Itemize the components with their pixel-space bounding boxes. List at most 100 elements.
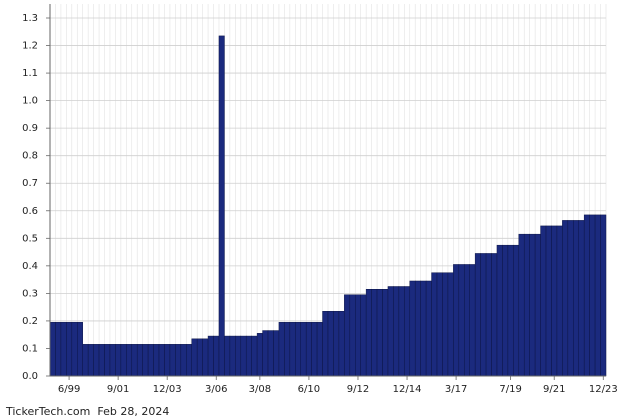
bar <box>262 330 269 377</box>
bar <box>393 286 400 377</box>
bar <box>474 253 481 377</box>
y-tick-label: 0.3 <box>22 288 38 299</box>
y-tick-label: 0.9 <box>22 123 38 134</box>
bar <box>191 338 198 377</box>
x-tick-label: 9/21 <box>543 384 565 395</box>
bar <box>458 264 465 377</box>
bar <box>420 280 427 377</box>
x-tick-label: 12/23 <box>589 384 618 395</box>
bar <box>311 322 318 377</box>
bar <box>540 225 547 377</box>
bar <box>305 322 312 377</box>
bar <box>55 322 62 377</box>
bar <box>344 294 351 377</box>
bar <box>289 322 296 377</box>
x-tick-label: 6/99 <box>58 384 80 395</box>
bar <box>333 311 340 377</box>
bar <box>453 264 460 377</box>
bar <box>229 335 236 377</box>
bar <box>425 280 432 377</box>
bar <box>284 322 291 377</box>
bar <box>414 280 421 377</box>
bar <box>153 344 160 377</box>
bar <box>480 253 487 377</box>
bar <box>49 322 56 377</box>
bar <box>109 344 116 377</box>
bar <box>147 344 154 377</box>
bar <box>267 330 274 377</box>
bar <box>186 344 192 377</box>
bar <box>93 344 100 377</box>
bar <box>207 335 214 377</box>
y-tick-label: 1.0 <box>22 96 38 107</box>
bar <box>82 344 89 377</box>
bar <box>491 253 498 377</box>
y-tick-label: 1.1 <box>22 68 38 79</box>
bar <box>235 335 242 377</box>
bar <box>387 286 394 377</box>
y-tick-label: 0.6 <box>22 206 38 217</box>
bar <box>164 344 171 377</box>
bar <box>349 294 356 377</box>
bar <box>66 322 73 377</box>
bar <box>496 244 503 377</box>
bar <box>589 214 596 377</box>
bar <box>600 214 607 377</box>
bar <box>551 225 558 377</box>
bar <box>464 264 470 377</box>
bar <box>376 289 383 377</box>
x-tick-label: 12/14 <box>393 384 422 395</box>
bar <box>104 344 111 377</box>
bar <box>371 289 378 377</box>
bar <box>442 272 449 377</box>
bar <box>523 233 530 377</box>
y-tick-label: 0.2 <box>22 316 38 327</box>
y-tick-label: 0.1 <box>22 343 38 354</box>
source-note: TickerTech.com Feb 28, 2024 <box>5 405 169 418</box>
bar <box>382 289 389 377</box>
bar <box>224 335 231 377</box>
bar <box>126 344 133 377</box>
bar <box>169 344 176 377</box>
bar <box>567 220 574 377</box>
y-tick-label: 0.5 <box>22 233 38 244</box>
bar <box>594 214 601 377</box>
bar <box>436 272 443 377</box>
x-tick-label: 3/06 <box>205 384 227 395</box>
bar <box>578 220 585 377</box>
bar <box>583 214 590 377</box>
bar <box>360 294 367 377</box>
bar <box>355 294 361 377</box>
bar <box>556 225 563 377</box>
y-tick-label: 0.4 <box>22 261 38 272</box>
bar <box>218 35 225 377</box>
bar <box>158 344 165 377</box>
bar <box>273 330 280 377</box>
bar <box>180 344 187 377</box>
x-tick-label: 9/12 <box>347 384 369 395</box>
y-tick-label: 0.8 <box>22 151 38 162</box>
bar <box>77 322 83 377</box>
bar <box>518 233 525 377</box>
bar <box>545 225 552 377</box>
bar <box>316 322 323 377</box>
x-tick-label: 3/17 <box>445 384 467 395</box>
bar <box>534 233 541 377</box>
bar <box>502 244 509 377</box>
bar <box>60 322 67 377</box>
bar <box>398 286 405 377</box>
bar <box>131 344 138 377</box>
bar <box>256 333 263 377</box>
bar <box>513 244 520 377</box>
y-tick-label: 0.7 <box>22 178 38 189</box>
bar <box>365 289 372 377</box>
x-tick-label: 9/01 <box>107 384 129 395</box>
bar <box>142 344 149 377</box>
bar <box>213 335 220 377</box>
x-tick-label: 6/10 <box>298 384 320 395</box>
bar <box>71 322 78 377</box>
y-tick-label: 1.2 <box>22 41 38 52</box>
bar <box>251 335 258 377</box>
bar <box>240 335 247 377</box>
